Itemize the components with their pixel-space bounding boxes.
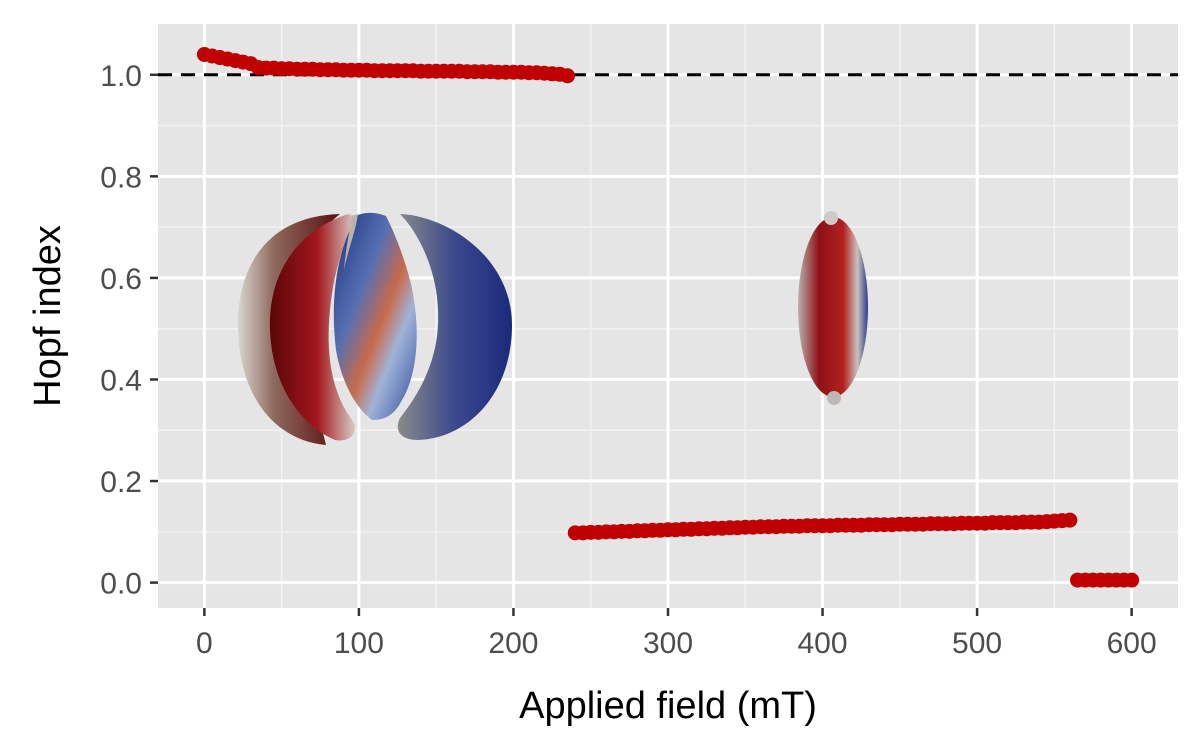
y-axis: 0.0 0.2 0.4 0.6 0.8 1.0 [100, 60, 158, 601]
torus-center-band [333, 212, 417, 420]
x-axis: 0 100 200 300 400 500 600 [196, 608, 1157, 660]
x-axis-title: Applied field (mT) [519, 685, 817, 727]
x-tick-label: 300 [643, 627, 693, 660]
elongated-hopfion-image [798, 211, 868, 405]
hopfion-torus-image [238, 212, 512, 445]
torus-right-shell [397, 214, 512, 440]
y-axis-title: Hopf index [27, 225, 69, 407]
y-tick-label: 1.0 [100, 60, 142, 93]
data-point [560, 68, 576, 84]
x-tick-label: 500 [952, 627, 1002, 660]
ellipsoid-body [798, 217, 868, 397]
x-tick-label: 400 [798, 627, 848, 660]
y-tick-label: 0.8 [100, 161, 142, 194]
x-tick-label: 0 [196, 627, 213, 660]
ellipsoid-top-cap [824, 211, 838, 225]
x-tick-label: 600 [1107, 627, 1157, 660]
data-point [1062, 512, 1078, 528]
hopfion-insets [238, 211, 868, 445]
torus-red-lobe [269, 214, 356, 441]
y-tick-label: 0.0 [100, 568, 142, 601]
ellipsoid-bottom-cap [827, 391, 841, 405]
x-tick-label: 200 [488, 627, 538, 660]
y-tick-label: 0.4 [100, 364, 142, 397]
data-points [196, 46, 1140, 588]
data-point [1124, 572, 1140, 588]
y-tick-label: 0.2 [100, 466, 142, 499]
torus-left-rim [344, 214, 358, 270]
x-tick-label: 100 [334, 627, 384, 660]
y-tick-label: 0.6 [100, 263, 142, 296]
